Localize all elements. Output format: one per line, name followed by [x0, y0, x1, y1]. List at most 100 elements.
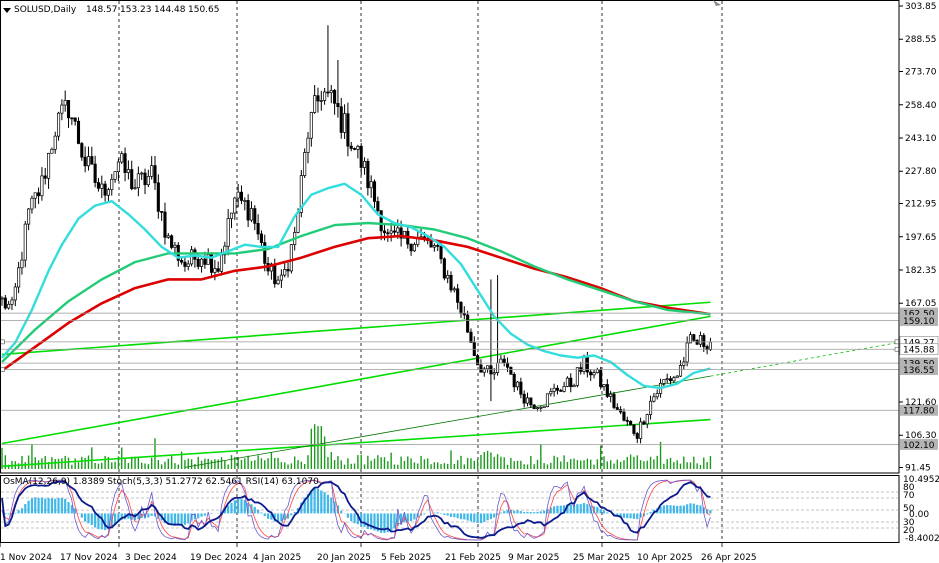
dropdown-triangle-icon[interactable]	[3, 8, 11, 13]
candle-up	[110, 178, 114, 191]
ohlc-open: 148.57	[86, 5, 118, 15]
candle-up	[50, 148, 54, 154]
candle-down	[70, 117, 74, 120]
candle-up	[150, 165, 154, 177]
candle-up	[306, 137, 310, 153]
indicator-tick-label: 70	[903, 491, 915, 501]
candle-down	[66, 100, 71, 119]
candle-down	[632, 424, 636, 434]
trend-line	[1, 315, 711, 445]
candle-up	[662, 379, 666, 384]
candle-up	[309, 112, 313, 139]
candle-up	[86, 156, 91, 167]
candle-down	[409, 243, 413, 252]
candle-down	[559, 390, 563, 392]
candle-down	[625, 419, 629, 422]
trend-line	[710, 338, 917, 377]
candle-down	[326, 91, 330, 94]
main-pane-frame	[0, 0, 900, 474]
candle-down	[476, 355, 480, 366]
marker-label: 102.10	[903, 441, 935, 451]
candle-up	[313, 95, 317, 113]
price-tick-label: 273.70	[905, 68, 937, 78]
candle-down	[462, 313, 466, 316]
candle-down	[259, 233, 263, 243]
candle-up	[343, 113, 347, 133]
candle-down	[589, 371, 593, 376]
candle-down	[629, 420, 633, 426]
candle-up	[56, 112, 61, 137]
date-label: 9 Mar 2025	[508, 553, 559, 563]
candle-down	[429, 240, 433, 248]
trend-lines	[1, 301, 917, 468]
candle-up	[645, 414, 649, 425]
ma-fast-line	[1, 182, 711, 390]
candle-up	[602, 384, 606, 387]
price-tick-label: 303.85	[905, 2, 937, 12]
candle-up	[13, 286, 17, 301]
candle-up	[492, 372, 496, 375]
candle-down	[273, 263, 277, 285]
candle-up	[369, 181, 373, 189]
candle-down	[569, 377, 573, 388]
candle-up	[23, 223, 27, 261]
candle-up	[682, 361, 686, 366]
candle-down	[479, 364, 483, 373]
candle-up	[565, 377, 569, 387]
candle-down	[96, 182, 101, 189]
candle-up	[688, 334, 693, 344]
candle-down	[263, 242, 267, 264]
candle-down	[466, 314, 470, 333]
candle-up	[652, 396, 656, 402]
candle-down	[203, 258, 207, 265]
candle-down	[160, 211, 164, 213]
date-label: 25 Mar 2025	[573, 553, 630, 563]
candle-up	[296, 212, 300, 233]
date-label: 5 Feb 2025	[381, 553, 431, 563]
candle-down	[456, 288, 460, 303]
candle-down	[622, 411, 626, 421]
candle-up	[173, 244, 177, 248]
candle-up	[269, 263, 273, 272]
candle-up	[299, 175, 303, 213]
date-label: 21 Feb 2025	[445, 553, 501, 563]
candle-down	[43, 175, 47, 179]
stoch-signal-line	[1, 479, 711, 541]
candle-up	[539, 406, 543, 409]
candlesticks	[0, 25, 712, 444]
indicator-tick-label: 50	[903, 504, 915, 514]
candle-up	[17, 267, 21, 288]
price-tick-label: 91.45	[905, 464, 931, 474]
candle-up	[678, 365, 683, 377]
date-label: 10 Apr 2025	[637, 553, 693, 563]
candle-down	[612, 393, 616, 408]
candle-down	[605, 384, 609, 397]
indicator-tick-label: 10.4952	[903, 475, 939, 485]
candle-down	[668, 378, 673, 382]
trend-line	[184, 375, 711, 468]
candle-up	[206, 254, 210, 265]
marker-label-bg	[900, 307, 938, 319]
candle-up	[10, 299, 14, 305]
candle-down	[469, 331, 473, 343]
marker-label-bg	[900, 404, 938, 416]
marker-flag	[894, 346, 900, 352]
candle-down	[346, 113, 350, 147]
candle-up	[126, 169, 130, 173]
candle-down	[506, 362, 510, 368]
trend-line	[1, 301, 711, 356]
candle-down	[316, 95, 320, 102]
candle-up	[63, 100, 67, 106]
candle-down	[143, 172, 147, 186]
price-tick-label: 258.40	[905, 101, 937, 111]
price-tick-label: 167.05	[905, 299, 937, 309]
price-tick-label: 243.10	[905, 134, 937, 144]
marker-label-bg	[900, 357, 938, 369]
candle-up	[446, 274, 450, 279]
stoch-main-line	[1, 479, 711, 541]
candle-down	[103, 183, 107, 196]
price-markers: 162.50159.10149.27145.88139.50136.55117.…	[0, 307, 939, 451]
candle-down	[349, 145, 353, 149]
